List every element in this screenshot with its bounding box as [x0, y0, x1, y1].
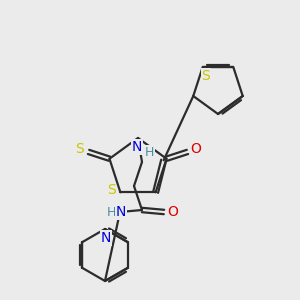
- Text: S: S: [201, 69, 210, 83]
- Text: S: S: [107, 183, 116, 197]
- Text: N: N: [116, 205, 126, 219]
- Text: O: O: [190, 142, 202, 156]
- Text: H: H: [145, 146, 154, 159]
- Text: H: H: [106, 206, 116, 218]
- Text: N: N: [101, 231, 111, 245]
- Text: N: N: [132, 140, 142, 154]
- Text: O: O: [168, 205, 178, 219]
- Text: S: S: [76, 142, 84, 156]
